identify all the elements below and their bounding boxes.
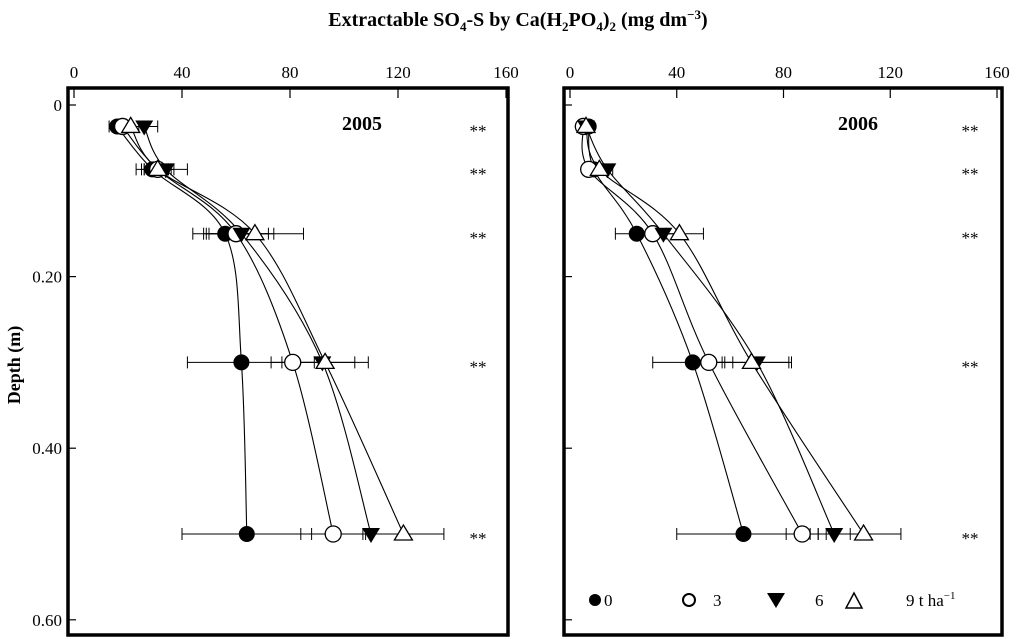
significance-label: ** xyxy=(962,357,979,376)
open-triangle-up-marker-icon xyxy=(120,116,141,134)
significance-markers: ** ** ** ** ** xyxy=(962,121,979,548)
open-triangle-up-marker-icon xyxy=(669,223,690,241)
filled-triangle-down-marker-icon xyxy=(135,120,154,136)
significance-label: ** xyxy=(962,164,979,183)
open-triangle-up-marker-icon xyxy=(393,523,414,541)
panel-year-label: 2005 xyxy=(342,113,382,135)
y-tick-label: 0.40 xyxy=(32,439,62,458)
legend: 0 3 6 9 t ha−1 xyxy=(589,590,956,610)
series-line xyxy=(588,126,744,535)
y-tick-label: 0 xyxy=(54,96,63,115)
filled-circle-marker-icon xyxy=(238,526,255,542)
panel-2005: 0 40 80 120 160 00.200.400.60 2005 *********… xyxy=(32,63,519,637)
open-triangle-up-marker-icon xyxy=(147,159,168,176)
legend-label-3: 3 xyxy=(713,591,722,610)
y-tick-label: 0.60 xyxy=(32,611,62,630)
significance-label: ** xyxy=(962,229,979,248)
legend-open-triangle-up-icon xyxy=(844,591,864,609)
open-triangle-up-marker-icon xyxy=(589,159,610,176)
x-tick-label: 120 xyxy=(878,63,904,82)
panel-year-label: 2006 xyxy=(838,113,878,135)
significance-label: ** xyxy=(962,121,979,140)
significance-label: ** xyxy=(470,529,487,548)
x-tick-label: 120 xyxy=(385,63,411,82)
open-circle-marker-icon xyxy=(324,525,342,543)
chart-title: Extractable SO4-S by Ca(H2PO4)2 (mg dm−3… xyxy=(328,7,707,34)
x-tick-label: 80 xyxy=(282,63,299,82)
open-circle-marker-icon xyxy=(284,353,302,372)
y-axis-label: Depth (m) xyxy=(4,326,25,405)
x-axis-ticks: 0 40 80 120 160 xyxy=(566,63,1010,98)
legend-label-6: 6 xyxy=(815,591,824,610)
open-triangle-up-marker-icon xyxy=(575,116,597,134)
open-triangle-up-marker-icon xyxy=(314,352,336,370)
filled-circle-marker-icon xyxy=(233,354,250,371)
panel-frame xyxy=(66,86,510,637)
open-circle-marker-icon xyxy=(700,353,718,372)
legend-filled-triangle-down-icon xyxy=(767,593,785,608)
open-triangle-up-marker-icon xyxy=(741,352,762,370)
series-line xyxy=(585,126,865,535)
panel-frame xyxy=(562,86,1004,637)
open-circle-marker-icon xyxy=(793,525,811,543)
series-line xyxy=(581,126,803,535)
x-tick-label: 0 xyxy=(566,63,575,82)
series-line xyxy=(143,126,372,535)
significance-label: ** xyxy=(962,529,979,548)
filled-triangle-down-marker-icon xyxy=(362,528,380,543)
y-axis-ticks xyxy=(564,104,572,621)
filled-circle-marker-icon xyxy=(684,354,701,371)
filled-triangle-down-marker-icon xyxy=(825,528,844,543)
y-axis-ticks: 0 0.20 0.40 0.60 xyxy=(32,96,76,630)
plot-series xyxy=(574,116,902,543)
series-line xyxy=(130,126,404,535)
x-tick-label: 160 xyxy=(984,63,1010,82)
legend-label-0: 0 xyxy=(604,591,613,610)
filled-triangle-down-marker-icon xyxy=(654,227,673,243)
legend-open-circle-icon xyxy=(682,593,696,607)
legend-filled-circle-icon xyxy=(589,594,601,606)
x-tick-label: 80 xyxy=(775,63,792,82)
x-axis-ticks: 0 40 80 120 160 xyxy=(70,63,519,98)
x-tick-label: 0 xyxy=(70,63,79,82)
filled-circle-marker-icon xyxy=(628,225,645,242)
x-tick-label: 40 xyxy=(668,63,685,82)
y-tick-label: 0.20 xyxy=(32,268,62,287)
open-triangle-up-marker-icon xyxy=(244,223,266,241)
significance-markers: ** ** ** ** ** xyxy=(470,121,487,548)
significance-label: ** xyxy=(470,164,487,183)
x-tick-label: 40 xyxy=(174,63,191,82)
filled-circle-marker-icon xyxy=(735,526,752,542)
legend-label-9: 9 t ha−1 xyxy=(906,590,956,610)
significance-label: ** xyxy=(470,357,487,376)
x-tick-label: 160 xyxy=(493,63,519,82)
filled-triangle-down-marker-icon xyxy=(232,227,251,243)
significance-label: ** xyxy=(470,229,487,248)
panel-2006: 0 40 80 120 160 2006 ** ** ** ** ** 0 3 6 9 t ha… xyxy=(562,63,1010,637)
series-line xyxy=(122,126,334,535)
significance-label: ** xyxy=(470,121,487,140)
open-triangle-up-marker-icon xyxy=(853,523,874,541)
plot-series xyxy=(108,116,445,543)
